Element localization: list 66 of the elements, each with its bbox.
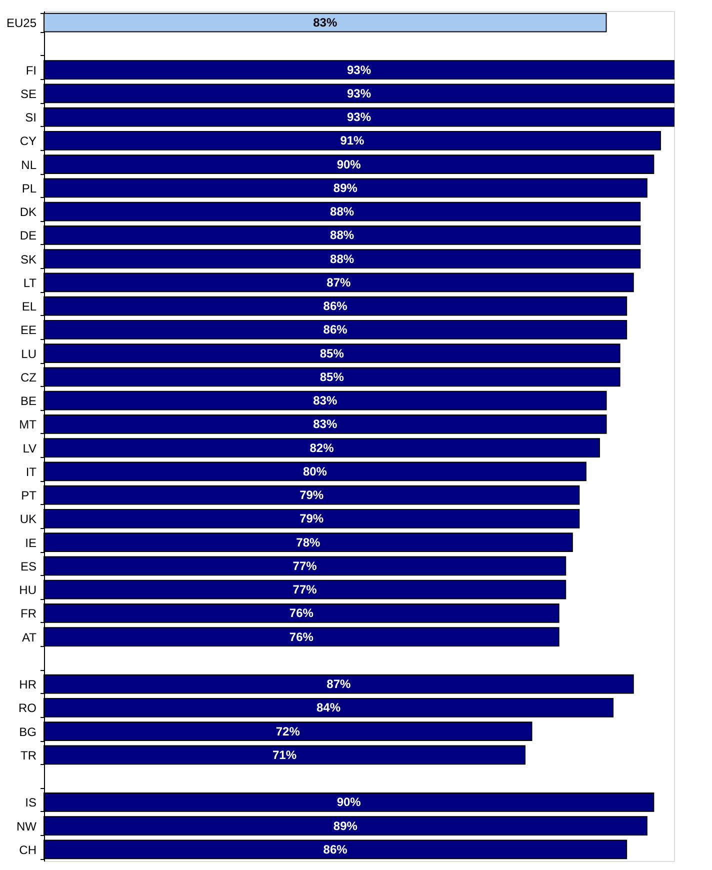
- data-label: 89%: [333, 180, 358, 195]
- y-tick-label: DK: [20, 205, 36, 220]
- data-label: 78%: [296, 535, 321, 550]
- data-label: 85%: [320, 346, 344, 360]
- data-label: 72%: [276, 724, 300, 738]
- y-tick-label: ES: [20, 559, 36, 574]
- data-label: 88%: [330, 204, 354, 219]
- y-tick-label: IE: [25, 536, 36, 550]
- y-tick-label: BG: [19, 724, 36, 739]
- data-label: 87%: [326, 677, 352, 692]
- y-tick-label: IT: [26, 464, 38, 479]
- y-tick-label: IS: [25, 796, 36, 810]
- y-tick-label: AT: [22, 630, 38, 644]
- data-label: 77%: [292, 558, 318, 573]
- data-label: 83%: [313, 417, 338, 432]
- data-label: 82%: [310, 440, 334, 455]
- y-tick-label: BE: [20, 394, 36, 408]
- y-tick-label: DE: [20, 228, 36, 243]
- data-label: 90%: [336, 795, 362, 810]
- data-label: 93%: [346, 62, 372, 77]
- y-tick-label: LV: [22, 441, 36, 456]
- data-label: 71%: [272, 748, 297, 762]
- y-tick-label: HR: [19, 678, 37, 692]
- y-tick-label: CY: [20, 134, 36, 148]
- y-tick-label: LT: [23, 276, 38, 290]
- y-tick-label: SI: [25, 110, 36, 125]
- y-tick-label: NL: [21, 158, 37, 172]
- data-label: 79%: [300, 488, 324, 502]
- y-tick-label: LU: [21, 346, 36, 361]
- y-tick-label: EU25: [6, 16, 37, 30]
- data-label: 86%: [323, 299, 348, 314]
- data-label: 84%: [316, 700, 341, 715]
- y-tick-label: CZ: [20, 370, 36, 384]
- data-label: 91%: [340, 134, 365, 148]
- data-label: 88%: [330, 228, 354, 242]
- data-label: 86%: [323, 842, 348, 856]
- data-label: 93%: [346, 110, 372, 124]
- y-tick-label: EL: [22, 300, 37, 314]
- data-label: 85%: [320, 370, 344, 384]
- y-tick-label: MT: [19, 418, 38, 432]
- data-label: 87%: [326, 275, 352, 290]
- y-tick-label: NW: [16, 819, 38, 834]
- y-tick-label: RO: [18, 701, 36, 716]
- y-tick-label: FI: [26, 63, 36, 78]
- data-label: 76%: [289, 606, 314, 620]
- data-label: 83%: [313, 16, 338, 30]
- data-label: 77%: [292, 582, 318, 597]
- data-label: 80%: [302, 464, 328, 478]
- y-tick-label: HU: [19, 583, 36, 598]
- y-tick-label: CH: [19, 842, 36, 857]
- data-label: 76%: [289, 630, 314, 644]
- data-label: 86%: [323, 322, 348, 337]
- y-tick-label: TR: [20, 748, 37, 762]
- data-label: 83%: [313, 394, 338, 408]
- y-tick-label: UK: [20, 512, 36, 526]
- y-tick-label: FR: [20, 606, 37, 621]
- y-tick-label: EE: [20, 323, 36, 338]
- data-label: 93%: [346, 86, 372, 100]
- y-tick-label: SK: [20, 252, 36, 266]
- data-label: 79%: [300, 512, 324, 526]
- y-tick-label: PL: [22, 181, 37, 196]
- y-tick-label: SE: [20, 86, 36, 101]
- data-label: 90%: [336, 157, 362, 172]
- data-label: 88%: [330, 252, 354, 266]
- y-tick-label: PT: [21, 488, 38, 503]
- data-label: 89%: [333, 818, 358, 833]
